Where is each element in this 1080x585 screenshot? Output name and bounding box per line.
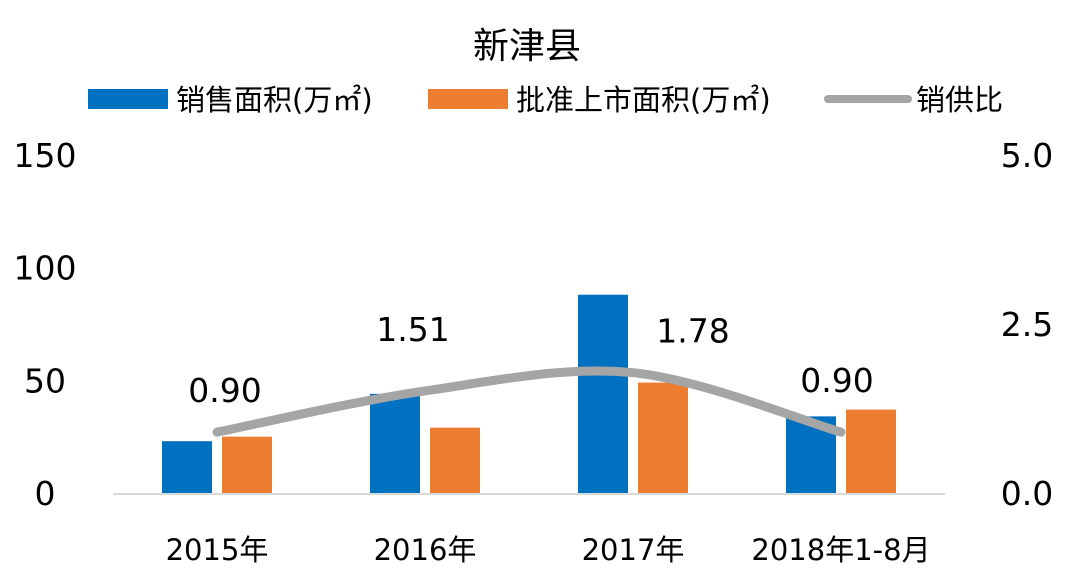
bar-sales xyxy=(162,441,212,493)
legend-label: 销售面积(万㎡) xyxy=(176,83,373,117)
legend-swatch xyxy=(88,89,168,109)
ratio-data-label: 0.90 xyxy=(188,371,261,410)
bar-approved xyxy=(222,436,272,493)
x-tick-label: 2017年 xyxy=(582,533,685,567)
x-tick-label: 2016年 xyxy=(374,533,477,567)
ratio-line xyxy=(212,366,846,437)
bar-sales xyxy=(370,393,420,493)
x-tick-label: 2015年 xyxy=(166,533,269,567)
legend-swatch xyxy=(428,89,508,109)
ratio-data-label: 0.90 xyxy=(800,361,873,400)
y-left-tick-label: 150 xyxy=(14,136,77,175)
bar-approved xyxy=(430,427,480,493)
x-tick-label: 2018年1-8月 xyxy=(751,533,930,567)
ratio-data-label: 1.78 xyxy=(656,312,729,351)
bar-approved xyxy=(846,409,896,493)
legend-label: 销供比 xyxy=(916,83,1003,117)
y-left-tick-label: 50 xyxy=(24,361,66,400)
y-right-tick-label: 2.5 xyxy=(1001,305,1053,344)
y-left-tick-label: 100 xyxy=(14,249,77,288)
legend-label: 批准上市面积(万㎡) xyxy=(516,83,771,117)
y-right-tick-label: 5.0 xyxy=(1001,136,1053,175)
y-right-tick-label: 0.0 xyxy=(1001,474,1053,513)
bar-approved xyxy=(638,382,688,493)
chart-title: 新津县 xyxy=(473,26,581,67)
y-left-tick-label: 0 xyxy=(35,474,56,513)
ratio-data-label: 1.51 xyxy=(376,310,449,349)
legend: 销售面积(万㎡) 批准上市面积(万㎡) 销供比 xyxy=(88,83,1003,117)
bar-sales xyxy=(578,294,628,493)
